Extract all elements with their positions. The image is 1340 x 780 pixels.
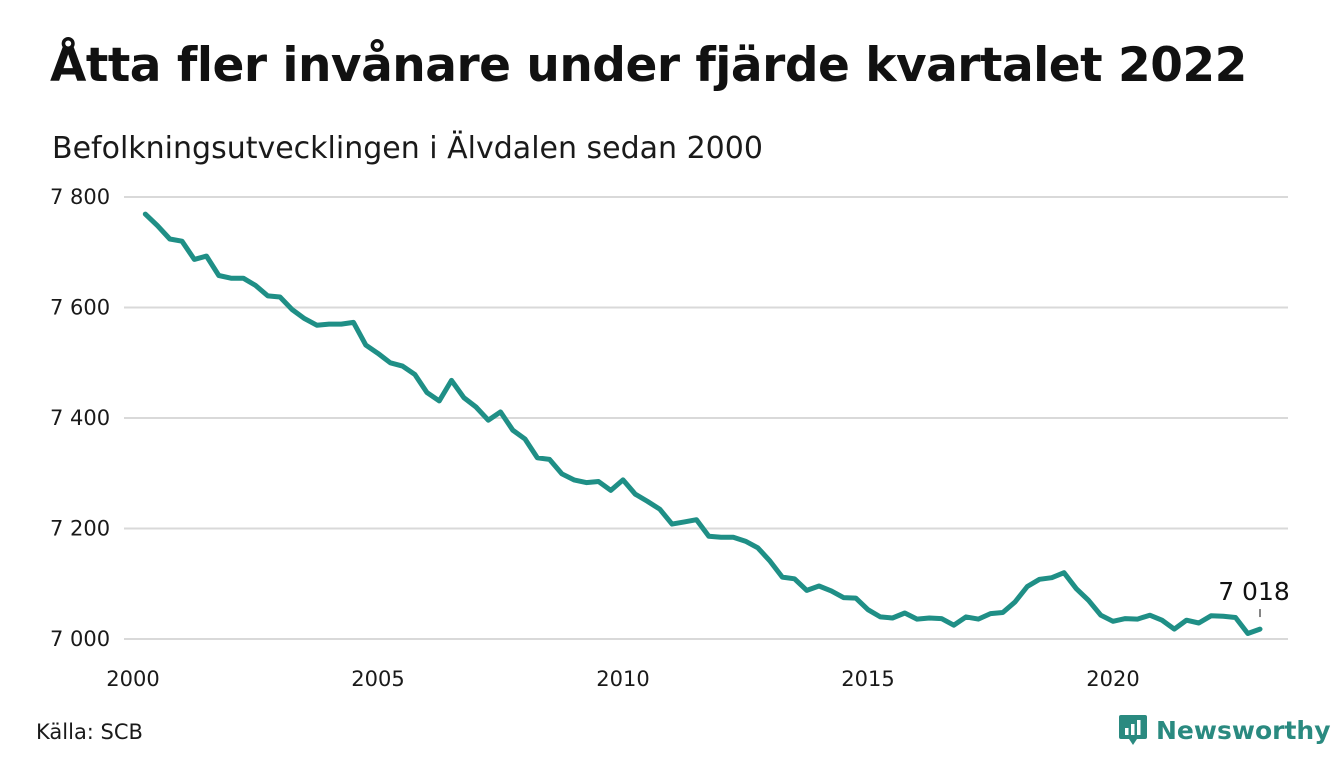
chart-subtitle: Befolkningsutvecklingen i Älvdalen sedan…	[52, 131, 763, 166]
series-layer	[142, 211, 1263, 636]
brand-logo[interactable]: Newsworthy	[1118, 713, 1331, 747]
source-note: Källa: SCB	[36, 720, 143, 744]
y-tick-label: 7 600	[50, 296, 110, 320]
chart-title: Åtta fler invånare under fjärde kvartale…	[50, 38, 1247, 93]
series-line	[142, 211, 1263, 636]
y-tick-label: 7 000	[50, 627, 110, 651]
annotation-layer: 7 018	[1218, 577, 1290, 618]
y-tick-label: 7 200	[50, 517, 110, 541]
y-tick-label: 7 800	[50, 185, 110, 209]
x-tick-label: 2005	[351, 667, 404, 691]
newsworthy-logo-icon	[1119, 715, 1147, 745]
x-tick-label: 2015	[841, 667, 894, 691]
x-axis-tick-labels: 2000 2005 2010 2015 2020	[106, 667, 1139, 691]
y-axis-tick-labels: 7 000 7 200 7 400 7 600 7 800	[50, 185, 110, 651]
y-tick-label: 7 400	[50, 406, 110, 430]
brand-name: Newsworthy	[1156, 715, 1331, 745]
x-tick-label: 2020	[1086, 667, 1139, 691]
annotation-label: 7 018	[1218, 577, 1290, 606]
x-tick-label: 2010	[596, 667, 649, 691]
gridlines	[124, 196, 1288, 640]
x-tick-label: 2000	[106, 667, 159, 691]
